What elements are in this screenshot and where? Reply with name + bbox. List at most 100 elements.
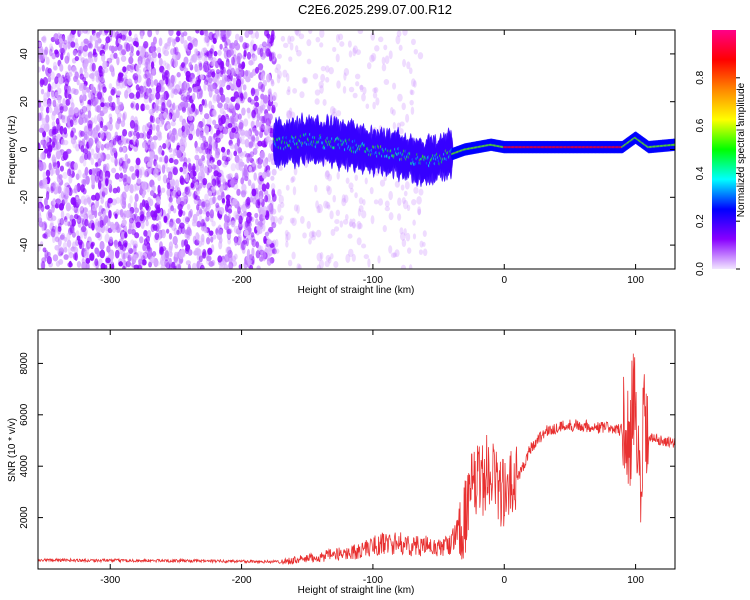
spectrogram-noise-blob [147,87,152,96]
spectrogram-noise-blob [72,114,77,121]
spectrogram-noise-blob [288,107,293,116]
spectrogram-noise-blob [196,210,200,217]
spectrogram-noise-blob [90,194,97,201]
spectrogram-xtick-label: -200 [232,275,252,286]
colorbar-label: Normalized spectral amplitude [736,82,747,217]
spectrogram-noise-blob [223,221,229,231]
spectrogram-noise-blob [319,42,324,48]
spectrogram-noise-blob [49,43,53,51]
spectrogram-noise-blob [99,120,104,129]
spectrogram-noise-blob [113,240,118,248]
spectrogram-noise-blob [168,147,173,153]
spectrogram-ytick-label: -40 [19,237,30,252]
spectrogram-noise-blob [364,177,368,185]
spectrogram-noise-blob [235,33,240,41]
colorbar: 0.0 0.2 0.4 0.6 0.8 Normalized spectral ampl… [695,30,747,276]
spectrogram-noise-blob [345,253,351,263]
spectrogram-noise-blob [306,58,312,65]
spectrogram-noise-blob [88,168,93,175]
spectrogram-noise-blob [259,245,264,255]
spectrogram-noise-blob [333,261,339,269]
spectrogram-noise-blob [299,91,305,99]
spectrogram-noise-blob [207,247,213,255]
spectrogram-noise-blob [315,229,322,238]
spectrogram-noise-blob [150,45,155,53]
spectrogram-noise-blob [324,170,330,180]
spectrogram-noise-blob [204,199,210,208]
spectrogram-noise-blob [226,148,231,156]
spectrogram-noise-blob [164,43,170,51]
spectrogram-noise-blob [233,225,240,234]
spectrogram-noise-blob [214,60,220,69]
spectrogram-noise-blob [145,205,151,212]
spectrogram-noise-blob [259,104,264,114]
spectrogram-noise-blob [72,49,77,56]
spectrogram-noise-blob [392,82,397,90]
spectrogram-noise-blob [183,39,188,49]
spectrogram-noise-blob [191,103,196,113]
spectrogram-noise-blob [198,255,203,263]
spectrogram-noise-blob [149,115,154,123]
spectrogram-noise-blob [232,77,237,85]
spectrogram-noise-blob [78,51,82,61]
colorbar-tick-label: 0.2 [695,214,706,228]
spectrogram-noise-blob [255,119,260,128]
spectrogram-noise-blob [300,215,305,224]
spectrogram-noise-blob [248,30,254,35]
spectrogram-noise-blob [238,63,242,72]
spectrogram-noise-blob [220,66,224,75]
spectrogram-noise-blob [129,184,134,190]
spectrogram-noise-blob [181,62,185,68]
spectrogram-noise-blob [289,111,296,120]
spectrogram-noise-blob [223,185,229,192]
spectrogram-noise-blob [125,242,132,251]
spectrogram-noise-blob [63,219,69,226]
spectrogram-noise-blob [143,103,148,111]
spectrogram-noise-blob [252,54,258,62]
spectrogram-noise-blob [114,249,120,259]
spectrogram-noise-blob [51,52,57,60]
spectrogram-noise-blob [203,206,208,212]
spectrogram-noise-blob [268,113,273,121]
spectrogram-noise-blob [198,208,203,215]
spectrogram-noise-blob [57,226,62,232]
spectrogram-noise-blob [287,259,293,267]
spectrogram-noise-blob [115,226,121,234]
snr-frame [37,329,676,570]
spectrogram-noise-blob [187,263,192,269]
spectrogram-noise-blob [243,91,248,100]
spectrogram-noise-blob [41,261,46,269]
spectrogram-noise-blob [360,243,367,249]
spectrogram-noise-blob [106,220,112,227]
spectrogram-noise-blob [140,221,145,230]
spectrogram-noise-blob [412,233,417,240]
spectrogram-noise-blob [239,151,245,159]
spectrogram-noise-blob [52,110,57,116]
spectrogram-noise-blob [60,191,65,199]
spectrogram-noise-blob [238,69,244,77]
spectrogram-noise-blob [201,99,205,106]
spectrogram-noise-blob [55,108,60,115]
spectrogram-noise-blob [85,175,90,185]
spectrogram-noise-blob [237,113,242,120]
spectrogram-noise-blob [133,264,140,269]
spectrogram-noise-blob [229,115,235,125]
spectrogram-noise-blob [154,232,160,241]
spectrogram-noise-blob [129,165,135,172]
spectrogram-noise-blob [388,245,393,254]
spectrogram-noise-blob [85,262,90,269]
spectrogram-noise-blob [50,71,55,81]
spectrogram-noise-blob [164,42,168,50]
spectrogram-noise-blob [276,74,281,84]
colorbar-tick-label: 0.6 [695,118,706,132]
spectrogram-noise-blob [201,154,206,162]
spectrogram-noise-blob [133,183,137,192]
spectrogram-noise-blob [255,241,260,249]
spectrogram-noise-blob [327,173,333,182]
spectrogram-noise-blob [214,124,220,130]
spectrogram-noise-blob [301,76,307,84]
spectrogram-noise-blob [186,82,190,91]
spectrogram-noise-blob [65,98,71,106]
spectrogram-noise-blob [230,67,236,77]
spectrogram-noise-blob [200,226,207,232]
